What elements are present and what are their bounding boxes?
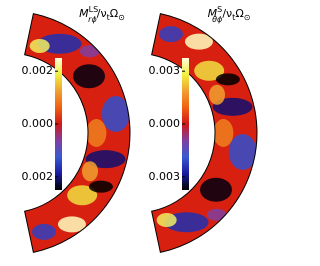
field-blob bbox=[212, 97, 253, 116]
colorbar-tick-label: 0.002 bbox=[22, 64, 54, 77]
field-blob bbox=[88, 180, 113, 193]
field-blob bbox=[200, 177, 233, 202]
field-blob bbox=[209, 84, 226, 105]
field-blob bbox=[67, 185, 98, 206]
title-part: t bbox=[107, 13, 110, 22]
field-outline bbox=[24, 13, 131, 253]
title-part: /ν bbox=[222, 7, 232, 20]
title-part: M bbox=[79, 7, 89, 20]
title-part: t bbox=[232, 13, 235, 22]
colorbar bbox=[182, 58, 189, 190]
heatmap-field bbox=[24, 13, 130, 253]
field-blob bbox=[156, 213, 177, 228]
field-blob bbox=[228, 133, 257, 170]
field-blob bbox=[86, 119, 107, 147]
field-outline bbox=[151, 13, 258, 253]
title-part: Ω bbox=[235, 7, 243, 20]
field-blob bbox=[85, 150, 126, 169]
field-blob bbox=[79, 45, 100, 58]
field-blob bbox=[57, 216, 86, 233]
title-part: ⊙ bbox=[118, 13, 125, 22]
colorbar-tick-label: 0.000 bbox=[22, 117, 54, 130]
title-part: Ω bbox=[110, 7, 118, 20]
field-blob bbox=[101, 96, 130, 133]
field-blob bbox=[73, 64, 106, 89]
panel-title: MS θϕ/νtΩ⊙ bbox=[208, 5, 251, 24]
field-blob bbox=[184, 33, 213, 50]
field-blob bbox=[215, 73, 240, 86]
title-part: ⊙ bbox=[244, 13, 251, 22]
title-part: S bbox=[217, 5, 222, 14]
field-blob bbox=[158, 26, 183, 43]
field-blob bbox=[31, 223, 56, 240]
title-part: /ν bbox=[97, 7, 107, 20]
title-part: θϕ bbox=[212, 15, 223, 24]
title-part: LS bbox=[89, 5, 99, 14]
panel-title: MLS rϕ/νtΩ⊙ bbox=[79, 5, 125, 24]
field-blob bbox=[194, 60, 225, 81]
field-blob bbox=[213, 119, 234, 147]
colorbar-tick-label: 0.003 bbox=[149, 170, 181, 183]
field-blob bbox=[82, 161, 99, 182]
title-part: rϕ bbox=[88, 15, 97, 24]
heatmap-field bbox=[151, 13, 257, 253]
colorbar bbox=[55, 58, 62, 190]
colorbar-tick-label: 0.002 bbox=[22, 170, 54, 183]
colorbar-tick-label: 0.003 bbox=[149, 64, 181, 77]
colorbar-tick-label: 0.000 bbox=[149, 117, 181, 130]
title-part: M bbox=[208, 7, 218, 20]
field-blob bbox=[206, 208, 227, 221]
field-blob bbox=[29, 38, 50, 53]
